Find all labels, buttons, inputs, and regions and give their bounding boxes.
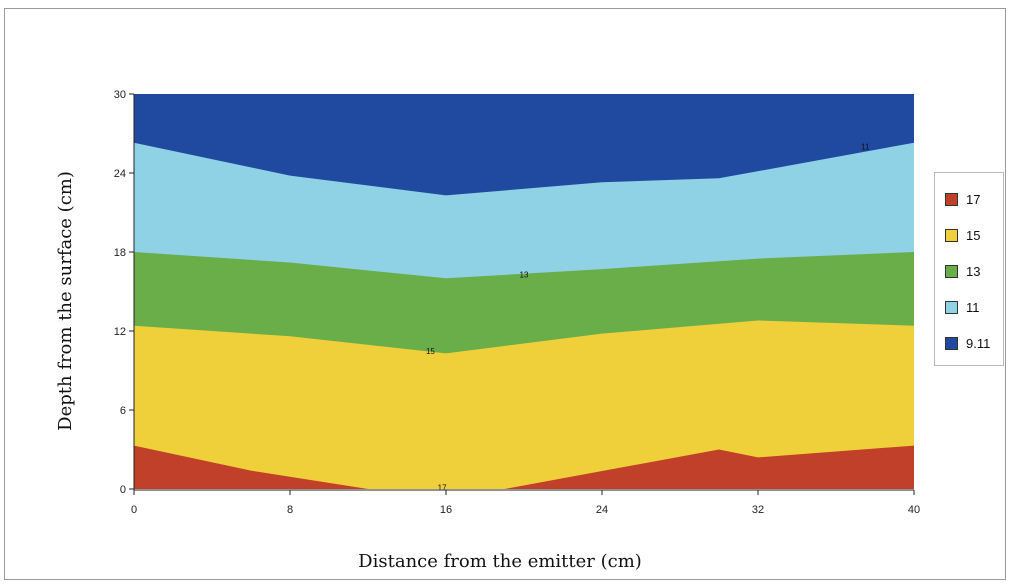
legend-swatch xyxy=(945,336,958,350)
legend-label: 9.11 xyxy=(966,335,991,351)
legend-swatch xyxy=(945,300,958,314)
chart-frame: 15 13 11 17 0 8 16 24 32 40 0 6 12 18 24 30 Distance f… xyxy=(4,8,1006,580)
y-tick-label: 18 xyxy=(114,247,126,259)
x-tick-label: 16 xyxy=(440,504,452,516)
contour-labels: 15 13 11 17 xyxy=(426,143,870,493)
legend-item: 9.11 xyxy=(945,334,990,352)
x-tick-label: 40 xyxy=(908,504,920,516)
x-tick-label: 32 xyxy=(752,504,764,516)
y-tick-label: 24 xyxy=(114,168,126,180)
legend-label: 13 xyxy=(966,263,981,279)
legend-swatch xyxy=(945,192,958,206)
y-tick-label: 0 xyxy=(120,484,126,496)
axes: 0 8 16 24 32 40 0 6 12 18 24 30 xyxy=(114,89,920,516)
contour-label: 15 xyxy=(426,347,435,356)
x-tick-label: 8 xyxy=(287,504,293,516)
contour-label: 17 xyxy=(438,484,447,493)
x-axis-title: Distance from the emitter (cm) xyxy=(358,551,642,572)
legend-swatch xyxy=(945,228,958,242)
contour-label: 11 xyxy=(861,143,870,152)
legend-label: 17 xyxy=(966,191,981,207)
legend-label: 11 xyxy=(966,299,980,315)
legend-item: 15 xyxy=(945,226,980,244)
legend-item: 17 xyxy=(945,190,980,208)
y-tick-label: 12 xyxy=(114,326,126,338)
x-tick-label: 0 xyxy=(131,504,137,516)
contour-label: 13 xyxy=(520,270,529,279)
legend-item: 13 xyxy=(945,262,980,280)
contour-band-9-11 xyxy=(134,94,914,196)
y-tick-label: 6 xyxy=(120,405,126,417)
legend-label: 15 xyxy=(966,227,981,243)
contour-chart: 15 13 11 17 0 8 16 24 32 40 0 6 12 18 24 30 Distance f… xyxy=(55,89,920,572)
legend-item: 11 xyxy=(945,298,980,316)
legend-swatch xyxy=(945,264,958,278)
x-tick-label: 24 xyxy=(596,504,608,516)
y-axis-title: Depth from the surface (cm) xyxy=(55,171,76,431)
y-tick-label: 30 xyxy=(114,89,126,101)
contour-bands xyxy=(134,94,914,489)
legend: 17 15 13 11 9.11 xyxy=(934,172,1004,366)
